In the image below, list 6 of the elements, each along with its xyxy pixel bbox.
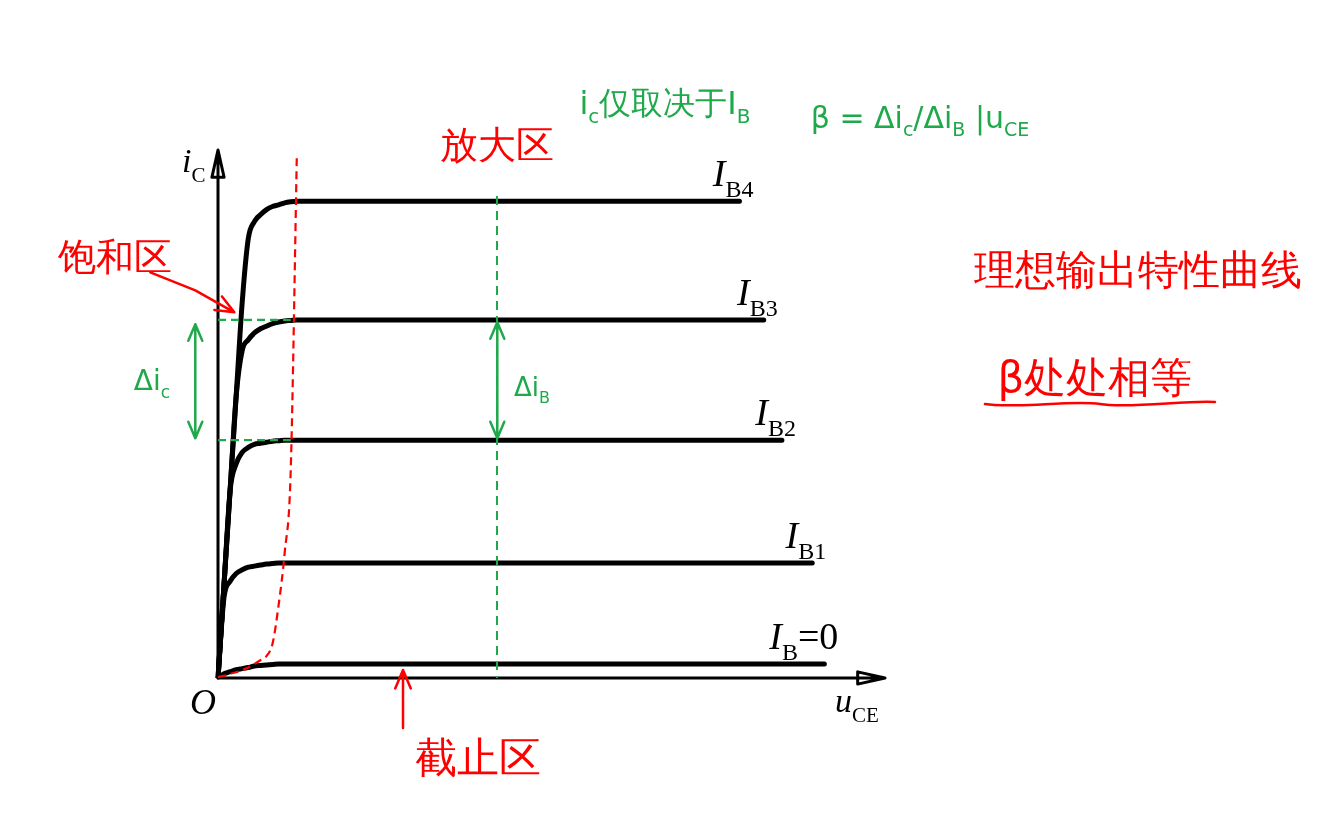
text: 理想输出特性曲线 [974, 246, 1302, 294]
text: β处处相等 [997, 353, 1193, 402]
text: 截止区 [415, 733, 541, 782]
text: O [190, 682, 216, 722]
annotation: 放大区 [440, 123, 554, 167]
text: 饱和区 [57, 235, 172, 279]
